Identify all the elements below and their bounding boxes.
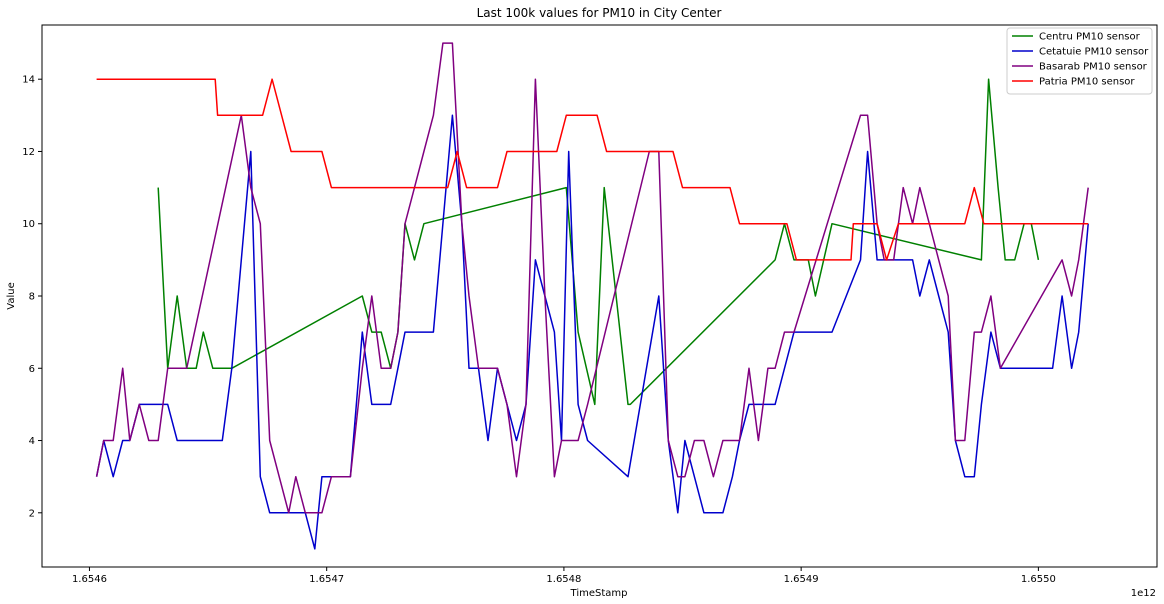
legend-entry-label: Cetatuie PM10 sensor — [1039, 47, 1149, 58]
series-line-1 — [157, 78, 1040, 406]
x-tick-label: 1.6550 — [1021, 574, 1056, 585]
plot-lines — [95, 42, 1089, 550]
x-axis-offset-label: 1e12 — [1131, 588, 1156, 599]
legend-box — [1006, 27, 1153, 95]
x-axis-label: TimeStamp — [570, 588, 628, 599]
legend-entry-label: Basarab PM10 sensor — [1039, 62, 1148, 73]
y-tick-label: 12 — [22, 147, 35, 158]
x-tick-label: 1.6548 — [546, 574, 581, 585]
x-axis-ticks: 1.6546 1.6547 1.6548 1.6549 1.6550 — [72, 567, 1056, 585]
y-tick-label: 2 — [29, 508, 35, 519]
series-line-3 — [95, 42, 1089, 514]
series-line-2 — [95, 114, 1089, 550]
x-tick-label: 1.6547 — [309, 574, 344, 585]
legend-entry-label: Patria PM10 sensor — [1039, 77, 1135, 88]
y-tick-label: 4 — [29, 436, 35, 447]
y-axis-label: Value — [6, 282, 17, 309]
y-tick-label: 8 — [29, 292, 35, 303]
y-tick-label: 6 — [29, 364, 35, 375]
legend-entry-label: Centru PM10 sensor — [1039, 32, 1141, 43]
x-tick-label: 1.6549 — [784, 574, 819, 585]
y-tick-label: 14 — [22, 75, 35, 86]
legend: Centru PM10 sensor Cetatuie PM10 sensor Ba… — [1006, 27, 1153, 95]
chart-title: Last 100k values for PM10 in City Center — [477, 6, 722, 20]
y-axis-ticks: 2 4 6 8 10 12 14 — [22, 75, 42, 519]
y-tick-label: 10 — [22, 219, 35, 230]
series-line-4 — [96, 78, 1089, 261]
x-tick-label: 1.6546 — [72, 574, 107, 585]
